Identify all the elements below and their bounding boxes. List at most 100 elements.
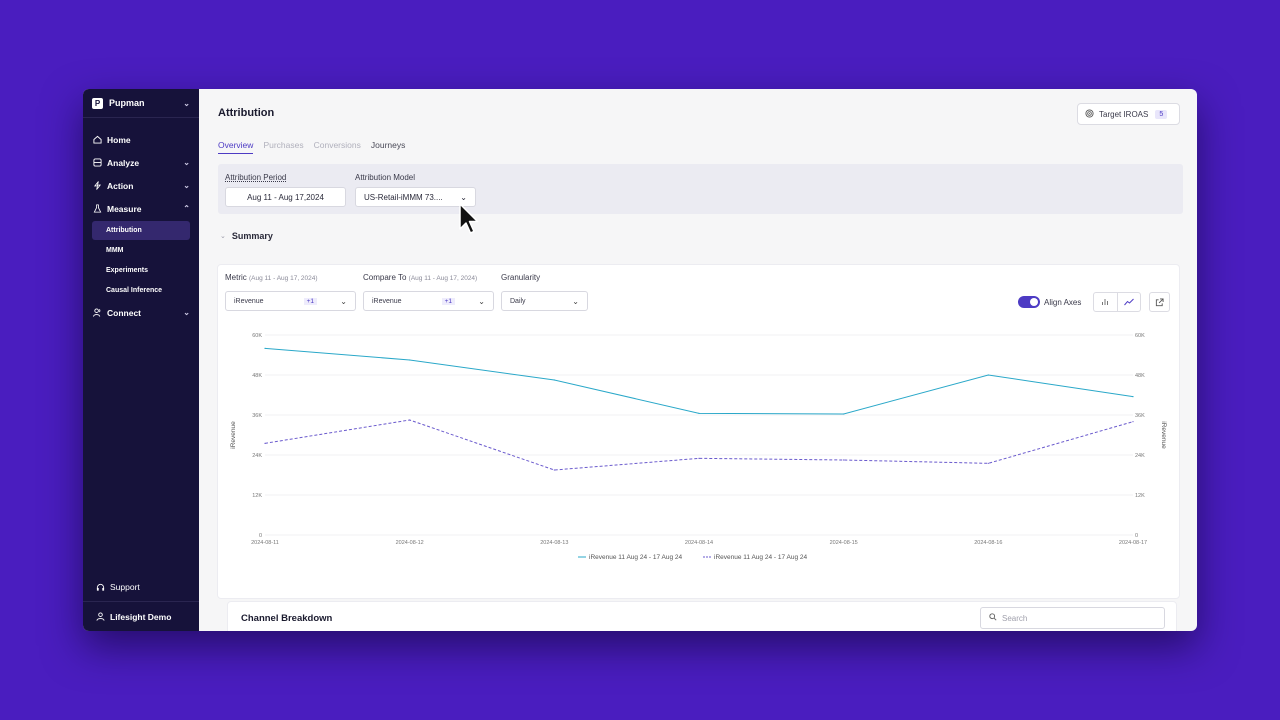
align-axes-toggle[interactable] — [1018, 296, 1040, 308]
metric-select[interactable]: iRevenue +1 ⌄ — [225, 291, 356, 311]
data-point-series-1 — [553, 379, 555, 381]
data-point-series-2 — [987, 462, 989, 464]
tab-bar: Overview Purchases Conversions Journeys — [218, 140, 405, 154]
sidebar-item-connect[interactable]: Connect ⌄ — [83, 301, 199, 324]
chevron-down-icon: ⌄ — [183, 98, 190, 108]
y-tick-label-left: 0 — [259, 533, 262, 539]
workspace-name: Pupman — [109, 98, 145, 108]
attribution-period-label: Attribution Period — [225, 173, 287, 182]
x-tick-label: 2024-08-11 — [251, 540, 279, 546]
granularity-select[interactable]: Daily ⌄ — [501, 291, 588, 311]
data-point-series-2 — [409, 419, 411, 421]
attribution-period-picker[interactable]: Aug 11 - Aug 17,2024 — [225, 187, 346, 207]
y-tick-label-left: 60K — [252, 333, 262, 339]
x-tick-label: 2024-08-14 — [685, 540, 713, 546]
flask-icon — [92, 204, 102, 214]
chevron-down-icon: ⌄ — [572, 296, 579, 306]
data-point-series-1 — [264, 347, 266, 349]
search-icon — [989, 613, 997, 623]
compare-value: iRevenue — [372, 297, 402, 305]
legend-label: iRevenue 11 Aug 24 - 17 Aug 24 — [714, 554, 808, 561]
tab-overview[interactable]: Overview — [218, 140, 254, 154]
workspace-logo: P — [92, 97, 103, 109]
compare-label-text: Compare To — [363, 273, 407, 282]
chevron-up-icon: ⌃ — [183, 204, 190, 213]
support-label: Support — [110, 582, 140, 592]
y-tick-label-right: 12K — [1135, 493, 1145, 499]
attribution-period-value: Aug 11 - Aug 17,2024 — [247, 192, 324, 202]
target-count-badge: 5 — [1155, 109, 1168, 119]
data-point-series-1 — [409, 359, 411, 361]
search-box — [980, 607, 1165, 629]
target-iroas-label: Target IROAS — [1099, 109, 1149, 119]
sidebar-item-home[interactable]: Home — [83, 128, 199, 151]
attribution-model-value: US-Retail-iMMM 73.... — [364, 192, 443, 202]
summary-chart-card: Metric (Aug 11 - Aug 17, 2024) iRevenue … — [217, 264, 1180, 599]
bar-chart-icon[interactable] — [1094, 293, 1117, 311]
target-icon — [1085, 108, 1094, 120]
granularity-label: Granularity — [501, 273, 541, 282]
chevron-down-icon: ⌄ — [183, 308, 190, 317]
chevron-down-icon: ⌄ — [340, 296, 347, 306]
y-tick-label-left: 48K — [252, 373, 262, 379]
attribution-model-select[interactable]: US-Retail-iMMM 73.... ⌄ — [355, 187, 476, 207]
compare-select[interactable]: iRevenue +1 ⌄ — [363, 291, 494, 311]
tab-journeys[interactable]: Journeys — [370, 140, 406, 150]
data-point-series-2 — [843, 459, 845, 461]
sidebar-item-action[interactable]: Action ⌄ — [83, 174, 199, 197]
channel-breakdown-title: Channel Breakdown — [241, 613, 333, 624]
chevron-down-icon: ⌄ — [220, 233, 226, 240]
metric-range: (Aug 11 - Aug 17, 2024) — [249, 275, 318, 282]
metric-extra-badge: +1 — [303, 297, 317, 305]
user-name: Lifesight Demo — [110, 611, 172, 622]
sidebar-nav: Home Analyze ⌄ Action ⌄ Measure — [83, 118, 199, 324]
tab-conversions[interactable]: Conversions — [313, 140, 361, 150]
series-line-2 — [264, 419, 1134, 471]
data-point-series-1 — [843, 413, 845, 415]
sidebar-subitem-mmm[interactable]: MMM — [106, 247, 124, 254]
line-chart-icon[interactable] — [1116, 293, 1141, 311]
metric-label-text: Metric — [225, 273, 247, 282]
sidebar-footer: Support Lifesight Demo — [83, 573, 199, 631]
compare-extra-badge: +1 — [441, 297, 455, 305]
data-point-series-2 — [553, 469, 555, 471]
compare-range: (Aug 11 - Aug 17, 2024) — [408, 275, 478, 282]
align-axes-label: Align Axes — [1044, 298, 1082, 307]
headset-icon — [95, 582, 105, 592]
sidebar-item-measure[interactable]: Measure ⌃ — [83, 197, 199, 220]
analyze-icon — [92, 158, 102, 168]
sidebar-subitem-attribution[interactable]: Attribution — [92, 221, 190, 240]
sidebar-item-label: Home — [107, 134, 131, 145]
summary-title: Summary — [231, 231, 273, 241]
y-tick-label-right: 36K — [1135, 413, 1145, 419]
y-axis-title-right: iRevenue — [1160, 421, 1167, 449]
users-icon — [92, 308, 102, 318]
sidebar-subitem-experiments[interactable]: Experiments — [106, 267, 149, 274]
chevron-down-icon: ⌄ — [460, 192, 467, 202]
sidebar-item-label: Connect — [107, 307, 141, 318]
sidebar-subitem-causal-inference[interactable]: Causal Inference — [106, 287, 163, 294]
x-tick-label: 2024-08-12 — [396, 540, 424, 546]
x-tick-label: 2024-08-16 — [974, 540, 1002, 546]
user-menu[interactable]: Lifesight Demo — [83, 601, 199, 631]
data-point-series-2 — [264, 442, 266, 444]
tab-purchases[interactable]: Purchases — [263, 140, 304, 150]
channel-breakdown-card: Channel Breakdown — [227, 601, 1177, 631]
sidebar: P Pupman ⌄ Home Analyze ⌄ — [83, 89, 199, 631]
workspace-switcher[interactable]: P Pupman ⌄ — [83, 89, 199, 118]
y-tick-label-right: 48K — [1135, 373, 1145, 379]
summary-section-toggle[interactable]: ⌄ Summary — [220, 231, 273, 241]
data-point-series-1 — [698, 412, 700, 414]
x-tick-label: 2024-08-17 — [1119, 540, 1147, 546]
chevron-down-icon: ⌄ — [183, 158, 190, 167]
external-link-icon[interactable] — [1149, 292, 1170, 312]
user-icon — [95, 612, 105, 622]
chart-type-switch — [1093, 292, 1141, 312]
series-line-1 — [264, 347, 1134, 415]
data-point-series-1 — [987, 374, 989, 376]
y-tick-label-left: 12K — [252, 493, 262, 499]
search-input[interactable] — [1002, 613, 1152, 623]
support-link[interactable]: Support — [83, 573, 199, 601]
target-iroas-button[interactable]: Target IROAS 5 — [1077, 103, 1180, 125]
sidebar-item-analyze[interactable]: Analyze ⌄ — [83, 151, 199, 174]
